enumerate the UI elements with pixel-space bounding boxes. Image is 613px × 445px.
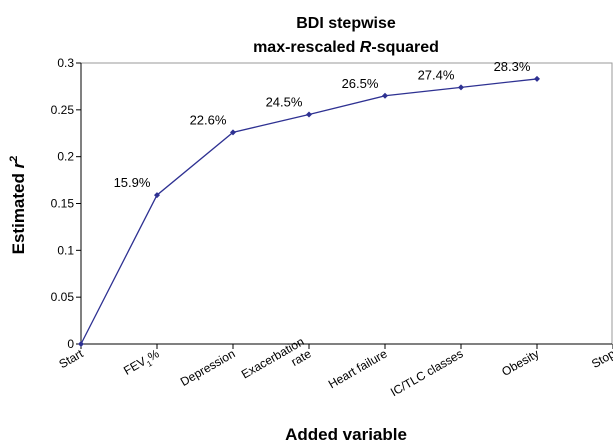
y-tick-label: 0.15 bbox=[51, 197, 75, 211]
y-axis-ticks: 0 0.05 0.1 0.15 0.2 0.25 0.3 bbox=[51, 56, 81, 351]
data-label: 15.9% bbox=[114, 175, 151, 190]
chart-subtitle-italic: R bbox=[360, 39, 372, 56]
x-tick-label: Heart failure bbox=[326, 346, 390, 391]
x-axis-title: Added variable bbox=[285, 425, 407, 444]
x-tick-label: Stop bbox=[589, 346, 613, 371]
data-label: 28.3% bbox=[494, 59, 531, 74]
x-tick-label: FEV1% bbox=[121, 346, 163, 380]
data-point-marker bbox=[78, 341, 84, 347]
y-tick-label: 0 bbox=[67, 337, 74, 351]
y-axis-title-prefix: Estimated bbox=[9, 168, 28, 254]
data-series: 15.9% 22.6% 24.5% 26.5% 27.4% 28.3% bbox=[78, 59, 540, 347]
chart-title: BDI stepwise bbox=[296, 15, 396, 32]
chart-subtitle: max-rescaled R-squared bbox=[253, 39, 439, 56]
y-axis-title: Estimated r2 bbox=[8, 156, 28, 255]
y-axis-title-italic: r bbox=[9, 160, 28, 168]
y-axis-title-superscript: 2 bbox=[8, 156, 20, 162]
x-tick-label-line: Stop bbox=[589, 346, 613, 371]
x-tick-label: IC/TLC classes bbox=[388, 346, 465, 399]
data-point-marker bbox=[230, 129, 236, 136]
data-label: 22.6% bbox=[190, 112, 227, 127]
x-tick-label-line: IC/TLC classes bbox=[388, 346, 465, 399]
data-label: 26.5% bbox=[342, 76, 379, 91]
x-tick-label-line: Obesity bbox=[499, 346, 541, 378]
x-tick-label-line: FEV bbox=[121, 354, 148, 378]
x-tick-label-line: Depression bbox=[178, 346, 238, 388]
chart-subtitle-suffix: -squared bbox=[371, 39, 439, 56]
chart-subtitle-prefix: max-rescaled bbox=[253, 39, 360, 56]
x-tick-label: Obesity bbox=[499, 346, 541, 378]
data-point-marker bbox=[306, 111, 312, 118]
y-tick-label: 0.05 bbox=[51, 290, 75, 304]
y-tick-label: 0.1 bbox=[57, 243, 74, 257]
data-point-marker bbox=[154, 192, 160, 199]
data-point-marker bbox=[534, 75, 540, 82]
series-line bbox=[80, 78, 538, 345]
x-tick-label-line: Heart failure bbox=[326, 346, 390, 391]
data-label: 27.4% bbox=[418, 67, 455, 82]
y-tick-label: 0.25 bbox=[51, 103, 75, 117]
y-tick-label: 0.3 bbox=[57, 56, 74, 70]
x-tick-label: Depression bbox=[178, 346, 238, 388]
x-tick-label-subscript: 1 bbox=[145, 358, 154, 368]
data-label: 24.5% bbox=[266, 95, 303, 110]
y-tick-label: 0.2 bbox=[57, 150, 74, 164]
x-tick-label: Exacerbationrate bbox=[239, 334, 314, 393]
x-tick-label: Start bbox=[57, 346, 87, 371]
data-point-marker bbox=[458, 84, 464, 91]
x-tick-label-line: Start bbox=[57, 346, 87, 371]
data-point-marker bbox=[382, 92, 388, 99]
